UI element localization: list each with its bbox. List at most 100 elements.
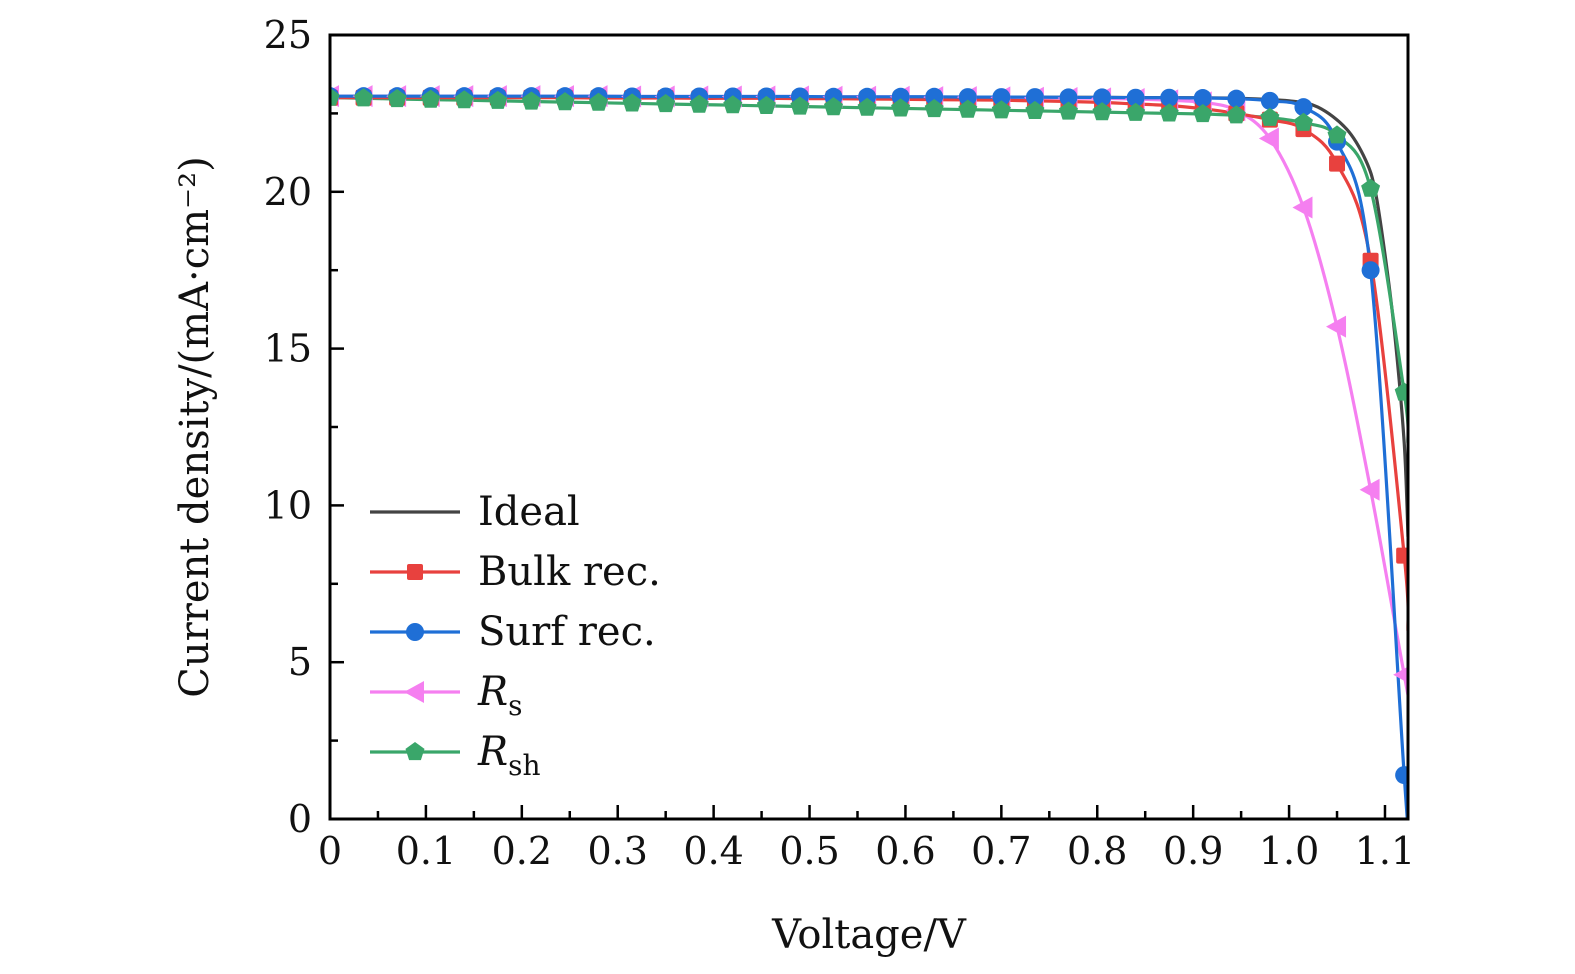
data-point-surf [992, 88, 1011, 107]
legend-label-sub: sh [508, 749, 540, 782]
data-point-rsh [824, 97, 843, 116]
data-point-rsh [1394, 382, 1408, 401]
data-point-rsh [1059, 101, 1078, 120]
x-tick-label: 1.1 [1355, 829, 1415, 873]
x-tick-label: 0.1 [396, 829, 456, 873]
x-tick-label: 1.0 [1259, 829, 1319, 873]
data-point-surf [1093, 88, 1112, 107]
data-point-surf [1294, 98, 1313, 117]
data-point-rsh [1361, 178, 1381, 197]
data-point-rsh [622, 93, 642, 112]
data-point-rsh [1126, 102, 1146, 121]
series-line-rs [330, 94, 1408, 698]
data-point-rsh [387, 89, 407, 108]
data-point-surf [1126, 88, 1145, 107]
legend-label-main: R [477, 729, 508, 775]
data-point-bulk [1329, 155, 1346, 172]
data-point-surf [1227, 89, 1246, 108]
legend-label: Rs [477, 669, 523, 722]
x-tick-label: 0 [318, 829, 342, 873]
data-point-rsh [689, 94, 709, 113]
data-point-rsh [1260, 107, 1280, 126]
y-tick-label: 5 [288, 640, 312, 684]
legend-label-main: R [477, 669, 508, 715]
x-tick-label: 0.2 [492, 829, 552, 873]
data-point-rsh [1159, 103, 1179, 122]
legend-label-sub: s [508, 689, 522, 722]
y-axis-title: Current density/(mA·cm⁻²) [172, 156, 218, 698]
x-tick-label: 0.6 [875, 829, 935, 873]
markers-rs [330, 85, 1408, 683]
data-point-surf [1059, 88, 1078, 107]
data-point-rsh [1025, 100, 1045, 119]
series-line-ideal [330, 94, 1408, 537]
x-tick-label: 0.8 [1067, 829, 1127, 873]
data-point-rsh [454, 90, 474, 109]
data-point-rsh [1294, 112, 1313, 131]
x-tick-label: 0.7 [971, 829, 1031, 873]
series-rs [330, 94, 1408, 698]
legend-label: Rsh [477, 729, 541, 782]
legend-label-main: Bulk rec. [478, 549, 661, 595]
data-point-rsh [756, 95, 776, 114]
series-surf [330, 94, 1408, 819]
data-point-rsh [589, 92, 609, 111]
legend-item-rs: Rs [370, 669, 523, 722]
data-point-rsh [723, 95, 743, 114]
data-point-rsh [488, 90, 508, 109]
data-point-rsh [891, 98, 911, 117]
data-point-rsh [521, 91, 541, 110]
data-point-rs [1393, 666, 1408, 683]
y-tick-label: 25 [264, 13, 312, 57]
data-point-bulk [1396, 547, 1408, 564]
data-point-rsh [1193, 104, 1213, 123]
ticks-layer: 0 0.1 0.2 0.3 0.4 0.5 0.6 0.7 0.8 0.9 1.0 1.1 0 5 10 15… [264, 13, 1416, 873]
data-point-surf [925, 87, 944, 106]
data-point-rsh [555, 92, 575, 111]
data-point-rsh [924, 99, 944, 118]
data-point-rs [1359, 478, 1380, 501]
data-point-rsh [958, 99, 978, 118]
data-point-rsh [1226, 105, 1246, 124]
x-tick-label: 0.3 [588, 829, 648, 873]
legend-item-bulk: Bulk rec. [370, 549, 661, 595]
data-point-rsh [330, 87, 340, 106]
legend-marker-rsh [405, 742, 425, 761]
data-point-surf [1025, 88, 1044, 107]
data-point-rs [1258, 127, 1279, 150]
data-point-surf [958, 88, 977, 107]
data-point-surf [1160, 88, 1179, 107]
data-point-rsh [421, 89, 441, 108]
series-layer [330, 85, 1408, 819]
data-point-rs [1292, 196, 1313, 219]
data-point-rsh [790, 96, 810, 115]
legend-marker-surf [406, 623, 424, 641]
legend-label-main: Ideal [478, 489, 580, 535]
y-tick-label: 0 [288, 797, 312, 841]
legend-label: Ideal [478, 489, 580, 535]
legend-item-ideal: Ideal [370, 489, 580, 535]
series-ideal [330, 94, 1408, 537]
data-point-surf [1260, 91, 1279, 110]
y-tick-label: 20 [264, 170, 312, 214]
markers-rsh [330, 87, 1408, 401]
data-point-surf [1193, 89, 1212, 108]
data-point-surf [1395, 766, 1408, 785]
y-tick-label: 10 [264, 483, 312, 527]
data-point-rsh [656, 94, 676, 113]
series-line-surf [330, 94, 1408, 819]
data-point-rsh [1092, 102, 1112, 121]
legend-label: Bulk rec. [478, 549, 661, 595]
legend-label: Surf rec. [478, 609, 656, 655]
legend-item-rsh: Rsh [370, 729, 541, 782]
legend-marker-bulk [407, 564, 423, 580]
x-tick-label: 0.9 [1163, 829, 1223, 873]
data-point-rsh [354, 88, 374, 107]
x-tick-label: 0.5 [779, 829, 839, 873]
y-tick-label: 15 [264, 327, 312, 371]
data-point-rs [1326, 315, 1347, 338]
data-point-rsh [1327, 125, 1347, 144]
data-point-rsh [857, 97, 877, 116]
